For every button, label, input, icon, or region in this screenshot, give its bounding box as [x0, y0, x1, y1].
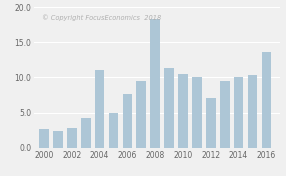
Bar	[39, 129, 49, 148]
Bar	[220, 81, 230, 148]
Bar	[206, 98, 216, 148]
Bar	[261, 52, 271, 148]
Bar	[150, 19, 160, 148]
Bar	[109, 113, 118, 148]
Bar	[136, 81, 146, 148]
Bar	[248, 75, 257, 148]
Bar	[164, 68, 174, 148]
Text: © Copyright FocusEconomics  2018: © Copyright FocusEconomics 2018	[42, 14, 161, 21]
Bar	[234, 77, 243, 148]
Bar	[95, 70, 104, 148]
Bar	[123, 94, 132, 148]
Bar	[192, 77, 202, 148]
Bar	[67, 128, 77, 148]
Bar	[81, 118, 91, 148]
Bar	[53, 131, 63, 148]
Bar	[178, 74, 188, 148]
